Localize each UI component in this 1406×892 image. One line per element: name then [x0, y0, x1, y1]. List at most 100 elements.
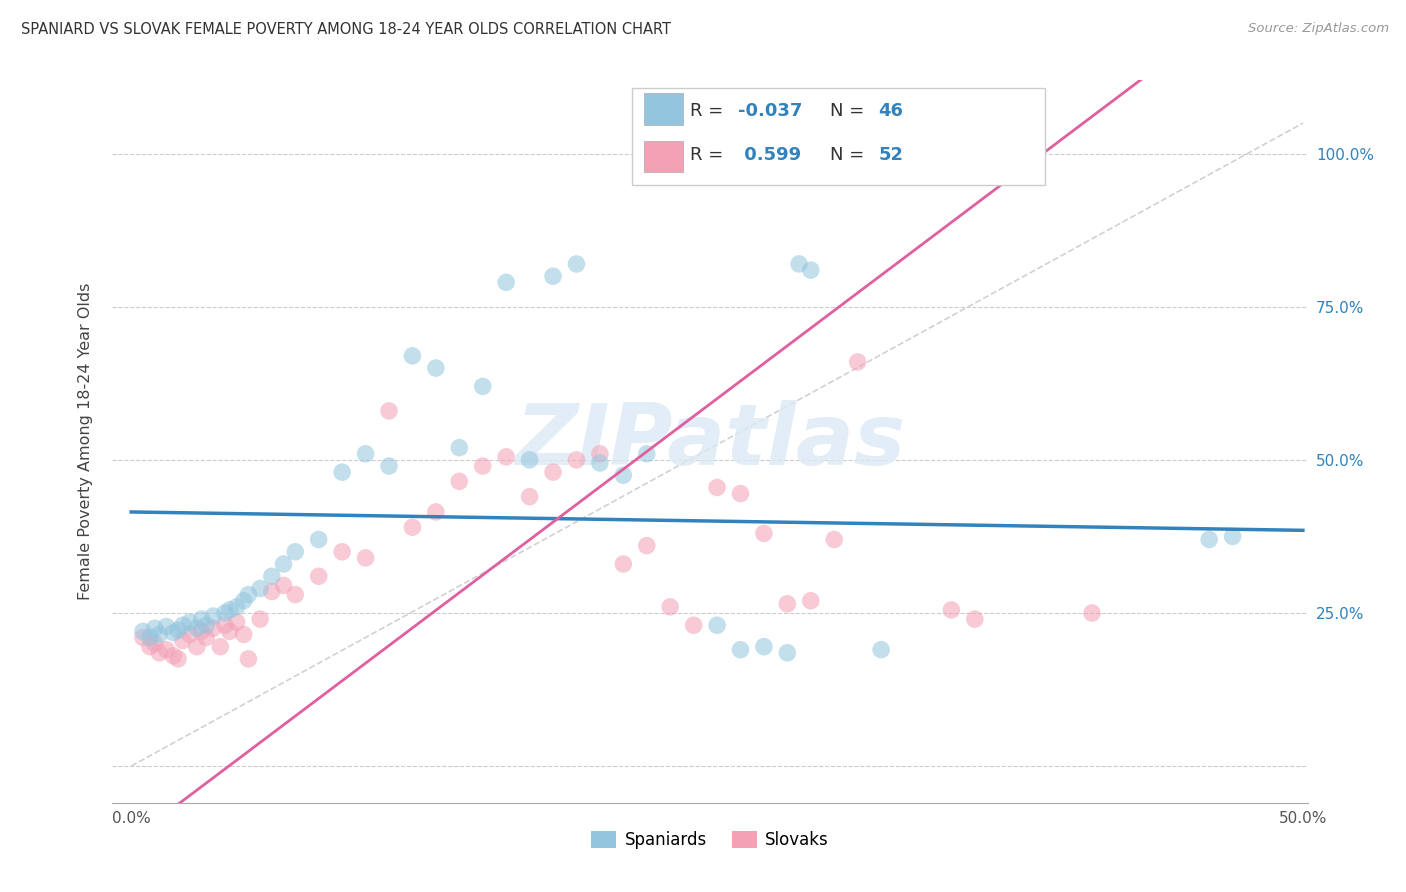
Point [787, 257, 810, 271]
Point [823, 533, 845, 547]
Legend: Spaniards, Slovaks: Spaniards, Slovaks [585, 824, 835, 856]
Point [636, 447, 658, 461]
Point [1081, 606, 1104, 620]
Point [186, 621, 208, 635]
Point [214, 618, 236, 632]
Text: R =: R = [690, 146, 728, 164]
Point [232, 593, 254, 607]
Text: R =: R = [690, 103, 728, 120]
Point [232, 627, 254, 641]
Point [401, 520, 423, 534]
Point [186, 640, 208, 654]
Point [162, 625, 184, 640]
Point [519, 453, 541, 467]
Point [706, 618, 728, 632]
Point [378, 458, 401, 473]
Point [167, 652, 190, 666]
Point [284, 588, 307, 602]
Point [354, 447, 377, 461]
Point [330, 545, 353, 559]
Point [330, 465, 353, 479]
Point [260, 584, 283, 599]
Point [941, 603, 963, 617]
Point [308, 533, 330, 547]
Text: 0.599: 0.599 [738, 146, 800, 164]
Point [172, 633, 194, 648]
Point [541, 269, 564, 284]
Point [249, 582, 271, 596]
Point [425, 361, 447, 376]
Point [202, 621, 225, 635]
Point [495, 276, 517, 290]
Point [565, 257, 588, 271]
FancyBboxPatch shape [644, 93, 682, 125]
Point [378, 404, 401, 418]
Point [776, 646, 799, 660]
Y-axis label: Female Poverty Among 18-24 Year Olds: Female Poverty Among 18-24 Year Olds [79, 283, 93, 600]
Point [752, 526, 775, 541]
Point [167, 623, 190, 637]
Text: -0.037: -0.037 [738, 103, 801, 120]
Point [495, 450, 517, 464]
Point [132, 631, 155, 645]
Point [195, 631, 218, 645]
Point [139, 631, 162, 645]
Point [706, 480, 728, 494]
Point [225, 599, 247, 614]
Point [218, 624, 240, 639]
Point [589, 447, 612, 461]
Point [162, 648, 184, 663]
Point [148, 646, 170, 660]
Text: ZIPatlas: ZIPatlas [515, 400, 905, 483]
Point [612, 557, 634, 571]
Point [354, 550, 377, 565]
Point [401, 349, 423, 363]
Point [225, 615, 247, 630]
Point [260, 569, 283, 583]
Point [209, 640, 232, 654]
Point [190, 624, 212, 639]
Point [800, 593, 823, 607]
Point [155, 619, 177, 633]
Point [963, 612, 986, 626]
Point [214, 606, 236, 620]
Text: 52: 52 [879, 146, 904, 164]
Point [765, 146, 787, 161]
Point [284, 545, 307, 559]
Point [659, 599, 682, 614]
Point [155, 642, 177, 657]
Point [519, 490, 541, 504]
Point [449, 441, 471, 455]
Point [752, 640, 775, 654]
Point [425, 505, 447, 519]
Point [132, 624, 155, 639]
Point [682, 618, 704, 632]
Point [870, 642, 893, 657]
Point [273, 557, 295, 571]
Point [172, 618, 194, 632]
Point [776, 597, 799, 611]
Point [143, 621, 166, 635]
FancyBboxPatch shape [644, 141, 682, 172]
Point [1222, 529, 1244, 543]
Point [238, 588, 260, 602]
Point [449, 475, 471, 489]
Point [179, 615, 201, 630]
Point [541, 465, 564, 479]
Point [190, 612, 212, 626]
Point [471, 379, 494, 393]
Point [195, 618, 218, 632]
Point [218, 603, 240, 617]
Point [139, 640, 162, 654]
Point [730, 642, 752, 657]
Text: SPANIARD VS SLOVAK FEMALE POVERTY AMONG 18-24 YEAR OLDS CORRELATION CHART: SPANIARD VS SLOVAK FEMALE POVERTY AMONG … [21, 22, 671, 37]
Point [565, 453, 588, 467]
Point [589, 456, 612, 470]
Text: N =: N = [830, 146, 869, 164]
Point [143, 637, 166, 651]
Text: Source: ZipAtlas.com: Source: ZipAtlas.com [1249, 22, 1389, 36]
Point [308, 569, 330, 583]
Point [1198, 533, 1220, 547]
Point [471, 458, 494, 473]
Point [202, 609, 225, 624]
